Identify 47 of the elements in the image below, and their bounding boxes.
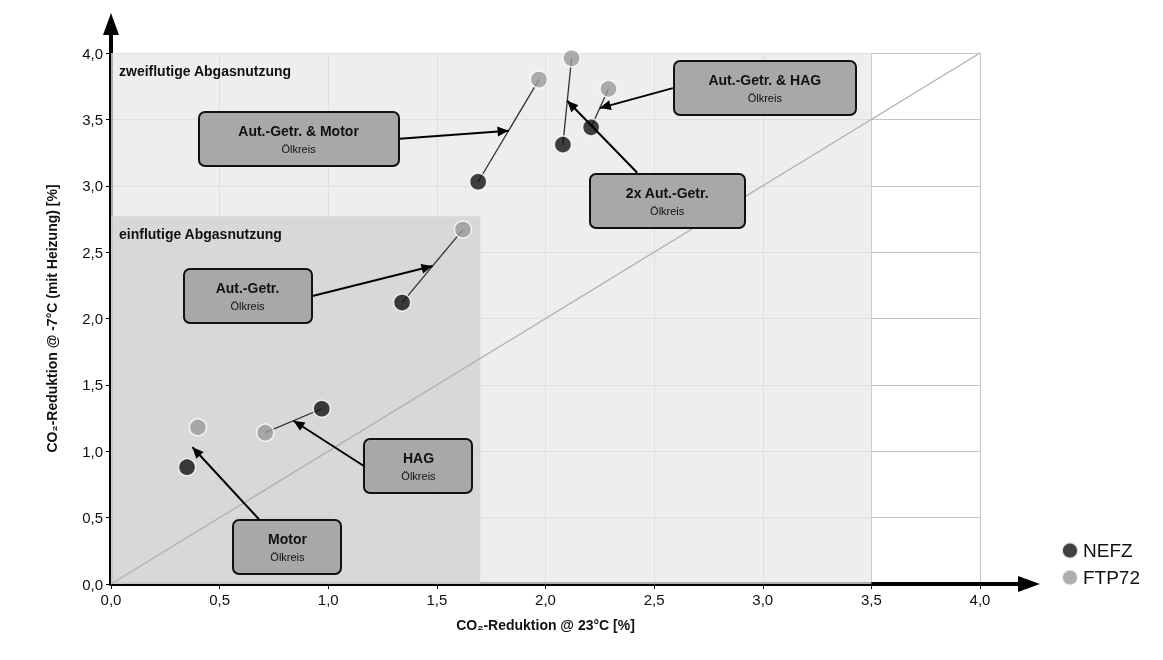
point [553, 135, 573, 154]
annotation: zweiflutige Abgasnutzung [119, 63, 292, 79]
y-tick-label: 1,0 [82, 442, 103, 460]
annotation: einflutige Abgasnutzung [119, 226, 282, 243]
point [312, 399, 331, 419]
point [599, 79, 618, 99]
label-box: Aut.-Getr. Ölkreis [182, 268, 313, 325]
label-box: 2x Aut.-Getr. Ölkreis [588, 172, 746, 229]
x-tick-label: 3,5 [860, 591, 882, 608]
x-tick-label: 0,0 [100, 591, 122, 608]
point [562, 49, 581, 68]
x-axis-title: CO₂-Reduktion @ 23°C [%] [456, 617, 635, 633]
y-tick-label: 3,0 [82, 177, 103, 195]
y-tick-label: 0,0 [82, 575, 103, 593]
x-tick-label: 1,0 [317, 591, 339, 608]
annotation: 2x Aut.-Getr. Ölkreis [625, 183, 709, 219]
x-tick-label: 2,0 [535, 591, 556, 608]
y-tick-label: 1,5 [82, 376, 103, 394]
x-tick-label: 4,0 [969, 591, 991, 608]
annotation: Motor Ölkreis [268, 530, 307, 566]
x-tick-label: 1,5 [426, 591, 448, 608]
legend-label: NEFZ [1082, 540, 1133, 561]
y-tick-label: 3,5 [82, 110, 103, 128]
label-box: Motor Ölkreis [232, 519, 343, 576]
point [392, 293, 412, 312]
annotation: HAG Ölkreis [401, 448, 436, 484]
point [177, 457, 197, 477]
annotation: Aut.-Getr. & Motor Ölkreis [238, 121, 359, 157]
x-tick-label: 2,5 [643, 591, 665, 608]
y-tick-label: 2,5 [82, 243, 103, 261]
legend-label: FTP72 [1082, 567, 1141, 588]
y-axis-title: CO₂-Reduktion @ -7°C (mit Heizung) [%] [44, 184, 60, 453]
point [188, 418, 208, 437]
annotation: Aut.-Getr. & HAG Ölkreis [708, 71, 822, 107]
label-box: HAG Ölkreis [363, 437, 474, 494]
x-tick-label: 3,0 [752, 591, 774, 608]
y-tick-label: 4,0 [82, 44, 103, 62]
y-tick-label: 0,5 [82, 509, 103, 527]
point [529, 70, 549, 89]
label-box: Aut.-Getr. & HAG Ölkreis [672, 60, 857, 117]
point [468, 172, 488, 192]
annotation: Aut.-Getr. Ölkreis [215, 279, 280, 315]
x-tick-label: 0,5 [209, 591, 231, 608]
label-box: Aut.-Getr. & Motor Ölkreis [197, 110, 400, 167]
point [256, 423, 275, 442]
y-tick-label: 2,0 [82, 310, 103, 327]
point [453, 220, 473, 239]
